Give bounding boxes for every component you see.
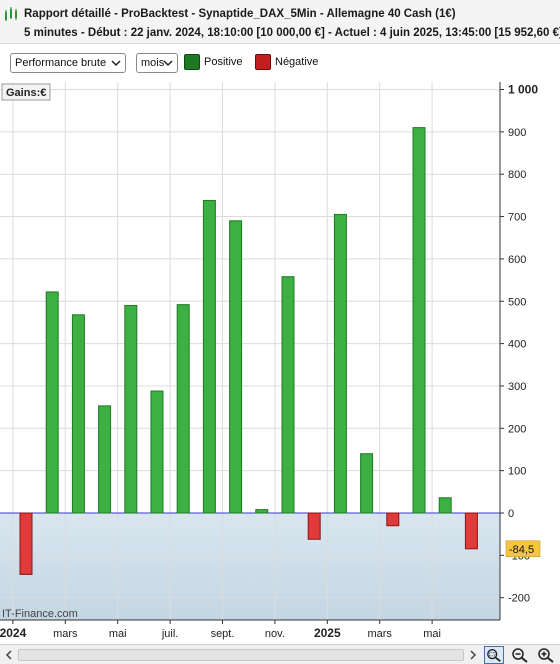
positive-bar[interactable] — [176, 304, 190, 514]
last-value-tag — [505, 540, 541, 558]
unit-label: Gains:€ — [6, 87, 46, 99]
chevron-down-icon — [163, 60, 173, 67]
probacktest-chart-icon — [5, 7, 17, 21]
x-tick-label: nov. — [265, 628, 285, 640]
negative-color-swatch[interactable] — [255, 54, 271, 70]
positive-bar[interactable] — [202, 199, 216, 514]
report-subtitle: 5 minutes - Début : 22 janv. 2024, 18:10… — [24, 27, 560, 39]
watermark-text: IT-Finance.com — [2, 608, 78, 620]
x-tick-label: 2024 — [0, 626, 27, 640]
y-tick-label: 900 — [508, 127, 526, 139]
positive-bar[interactable] — [360, 453, 374, 514]
positive-bar[interactable] — [229, 220, 243, 514]
y-tick-label: -200 — [508, 593, 530, 605]
positive-bar[interactable] — [333, 213, 347, 514]
x-tick-label: mars — [367, 628, 392, 640]
positive-bar[interactable] — [124, 304, 138, 514]
y-tick-label: 200 — [508, 423, 526, 435]
performance-mode-value: Performance brute — [15, 57, 107, 69]
y-tick-label: 700 — [508, 212, 526, 224]
y-tick-label: 0 — [508, 508, 514, 520]
zoom-toolbar — [482, 644, 560, 664]
y-tick-label: 100 — [508, 466, 526, 478]
negative-bar[interactable] — [307, 512, 321, 540]
y-tick-label: 600 — [508, 254, 526, 266]
legend-negative-label: Négative — [275, 56, 319, 68]
positive-bar[interactable] — [281, 276, 295, 514]
x-tick-label: juil. — [161, 628, 179, 640]
positive-color-swatch[interactable] — [184, 54, 200, 70]
chart-toolbar: Performance brute mois Positive Négative — [0, 45, 560, 81]
x-axis-area — [0, 620, 560, 644]
x-tick-label: 2025 — [314, 626, 341, 640]
x-tick-label: sept. — [211, 628, 235, 640]
y-tick-label: 500 — [508, 296, 526, 308]
positive-bar[interactable] — [98, 405, 112, 514]
unit-label-box — [1, 83, 51, 101]
chevron-down-icon — [111, 60, 121, 67]
negative-bar[interactable] — [19, 512, 33, 575]
zoom-area-icon[interactable] — [484, 646, 504, 664]
zoom-in-icon[interactable] — [536, 646, 556, 664]
horizontal-scrollbar[interactable] — [0, 644, 482, 664]
performance-mode-select[interactable]: Performance brute — [10, 53, 126, 73]
positive-bar[interactable] — [71, 314, 85, 514]
y-tick-label: 1 000 — [508, 83, 538, 97]
positive-bar[interactable] — [150, 390, 164, 514]
x-tick-label: mai — [109, 628, 127, 640]
plot-area-negative — [0, 513, 500, 620]
scrollbar-thumb[interactable] — [18, 649, 464, 661]
y-tick-label: 400 — [508, 339, 526, 351]
positive-bar[interactable] — [412, 127, 426, 514]
y-tick-label: 800 — [508, 169, 526, 181]
window-titlebar: Rapport détaillé - ProBacktest - Synapti… — [0, 0, 560, 44]
positive-bar[interactable] — [438, 497, 452, 514]
zoom-out-icon[interactable] — [510, 646, 530, 664]
x-tick-label: mars — [53, 628, 78, 640]
last-value-label: -84,5 — [509, 544, 534, 556]
scroll-left-arrow-icon[interactable] — [2, 648, 16, 662]
x-tick-label: mai — [423, 628, 441, 640]
report-title: Rapport détaillé - ProBacktest - Synapti… — [24, 8, 456, 20]
positive-bar[interactable] — [255, 509, 269, 514]
performance-chart[interactable]: -200-10001002003004005006007008009001 00… — [0, 82, 560, 644]
negative-bar[interactable] — [464, 512, 478, 550]
period-select[interactable]: mois — [136, 53, 178, 73]
bar-chart-canvas[interactable]: -200-10001002003004005006007008009001 00… — [0, 82, 560, 644]
positive-bar[interactable] — [45, 291, 59, 514]
period-value: mois — [141, 57, 165, 69]
y-tick-label: 300 — [508, 381, 526, 393]
legend-positive-label: Positive — [204, 56, 243, 68]
negative-bar[interactable] — [386, 512, 400, 527]
scroll-right-arrow-icon[interactable] — [466, 648, 480, 662]
